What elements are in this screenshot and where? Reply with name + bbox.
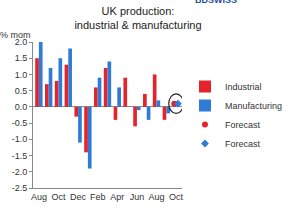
svg-text:BDSWISS: BDSWISS <box>195 0 237 5</box>
svg-text:1.5: 1.5 <box>15 53 28 63</box>
svg-text:-2.5: -2.5 <box>12 183 28 193</box>
svg-text:Dec: Dec <box>70 192 87 202</box>
svg-text:Jun: Jun <box>130 192 145 202</box>
svg-text:Forecast: Forecast <box>225 139 261 149</box>
svg-text:Forecast: Forecast <box>225 120 261 130</box>
svg-text:1.0: 1.0 <box>15 70 28 80</box>
svg-text:% mom: % mom <box>0 30 31 40</box>
svg-text:-1.0: -1.0 <box>12 134 28 144</box>
svg-text:Aug: Aug <box>149 192 165 202</box>
svg-text:2.0: 2.0 <box>15 37 28 47</box>
svg-text:-0.5: -0.5 <box>12 118 28 128</box>
svg-text:0.5: 0.5 <box>15 86 28 96</box>
svg-text:Apr: Apr <box>110 192 124 202</box>
svg-text:UK production:industrial & man: UK production:industrial & manufacturing <box>74 5 201 31</box>
svg-text:0.0: 0.0 <box>15 102 28 112</box>
svg-text:-1.5: -1.5 <box>12 151 28 161</box>
svg-text:-2.0: -2.0 <box>12 167 28 177</box>
svg-text:Oct: Oct <box>51 192 66 202</box>
svg-text:Industrial: Industrial <box>225 82 262 92</box>
svg-text:Oct: Oct <box>169 192 184 202</box>
svg-text:Feb: Feb <box>90 192 106 202</box>
svg-text:Aug: Aug <box>31 192 47 202</box>
svg-text:Manufacturing: Manufacturing <box>225 101 282 111</box>
